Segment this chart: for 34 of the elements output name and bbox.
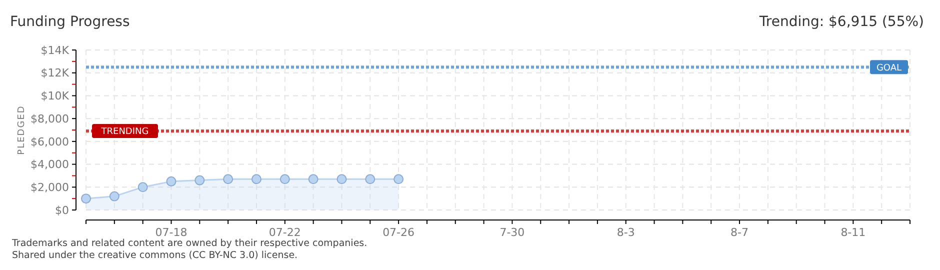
point: [365, 174, 376, 184]
point: [223, 174, 234, 184]
x-tick-label: 8-7: [730, 226, 748, 239]
point: [336, 174, 347, 184]
y-axis-title: PLEDGED: [17, 105, 27, 155]
point: [280, 174, 290, 184]
text: Trademarks and related content are owned by their respective companies.: [11, 238, 368, 249]
point: [81, 194, 91, 204]
text: Trending: $6,915 (55%): [758, 14, 924, 30]
y-tick-label: $12K: [40, 66, 70, 80]
ref-line-label: GOAL: [876, 63, 902, 74]
point: [109, 191, 120, 202]
x-tick-label: 07-26: [382, 226, 415, 239]
point: [308, 174, 318, 184]
point: [166, 176, 176, 186]
x-tick-label: 8-3: [616, 226, 635, 239]
x-tick-label: 07-22: [268, 226, 301, 239]
chart-title: Funding Progress: [10, 14, 130, 30]
point: [138, 182, 148, 192]
point: [194, 175, 205, 186]
y-tick-label: $6,000: [30, 135, 69, 148]
y-tick-label: $2,000: [30, 180, 69, 194]
y-tick-label: $14K: [40, 44, 70, 57]
y-tick-label: $10K: [40, 90, 70, 103]
y-tick-label: $4,000: [30, 158, 69, 172]
y-tick-label: $0: [55, 204, 69, 217]
x-tick-label: 8-11: [840, 226, 866, 239]
point: [251, 174, 262, 184]
point: [394, 174, 404, 184]
text: Shared under the creative commons (CC BY-NC 3.0) license.: [12, 250, 298, 261]
x-tick-label: 07-18: [155, 226, 188, 239]
ref-line-label: TRENDING: [100, 127, 149, 138]
x-tick-label: 7-30: [500, 226, 525, 239]
y-tick-label: $8,000: [30, 112, 69, 126]
